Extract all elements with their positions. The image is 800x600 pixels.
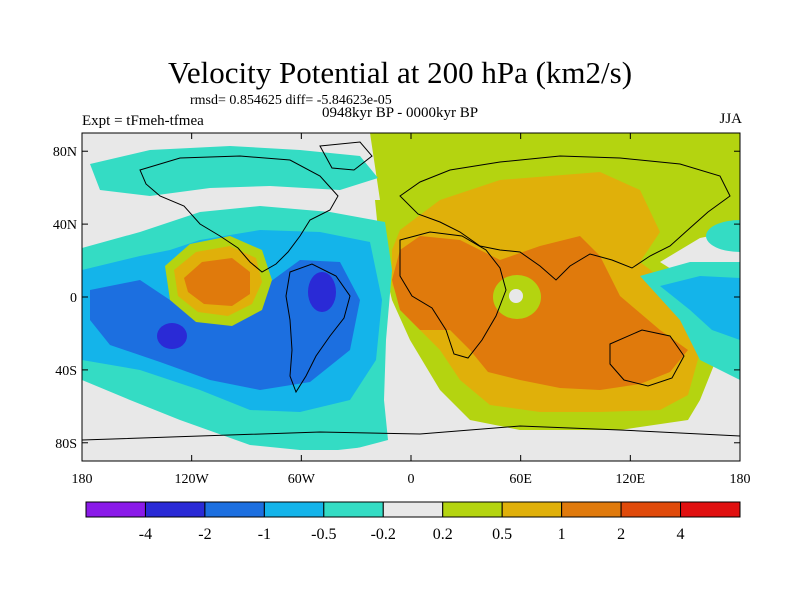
colorbar-label: -0.5 <box>311 526 336 543</box>
negative-blob-north-pacific <box>706 220 740 252</box>
lon-tick-label: 60E <box>509 472 532 487</box>
latitude-ticks: 80N 40N 0 40S 80S <box>53 145 740 452</box>
lon-tick-label: 180 <box>72 472 93 487</box>
colorbar-label: 4 <box>677 526 685 543</box>
zero-island-core <box>509 289 523 303</box>
colorbar-label: 0.5 <box>492 526 512 543</box>
coastlines <box>82 141 740 441</box>
coastline-africa <box>399 231 507 359</box>
rmsd-diff-stats: rmsd= 0.854625 diff= -5.84623e-05 <box>190 93 392 108</box>
longitude-ticks: 180 120W 60W 0 60E 120E 180 <box>72 133 751 487</box>
contour-field <box>82 133 740 461</box>
colorbar-swatch <box>85 501 146 518</box>
negative-core-south-america <box>308 272 336 312</box>
lat-tick-label: 80S <box>55 437 77 452</box>
lat-tick-label: 80N <box>53 145 77 160</box>
colorbar-label: -1 <box>258 526 271 543</box>
coastline-south-america <box>285 263 351 394</box>
positive-region-strong <box>392 236 688 390</box>
colorbar-swatch <box>442 501 503 518</box>
coastline-antarctica <box>82 425 740 441</box>
coastline-eurasia <box>399 155 731 281</box>
experiment-label: Expt = tFmeh-tfmea <box>82 113 204 129</box>
colorbar-swatch <box>263 501 325 518</box>
north-atlantic-negative-band <box>90 146 378 196</box>
colorbar-swatch <box>561 501 622 518</box>
negative-region-west-pacific-mid <box>660 276 740 340</box>
period-label: 0948kyr BP - 0000kyr BP <box>322 105 479 121</box>
lat-tick-label: 0 <box>70 291 77 306</box>
colorbar-swatch <box>680 501 741 518</box>
lon-tick-label: 120E <box>616 472 646 487</box>
colorbar-label: 2 <box>617 526 625 543</box>
lon-tick-label: 120W <box>175 472 210 487</box>
season-label: JJA <box>719 111 742 127</box>
negative-core-south-pacific <box>157 323 187 349</box>
colorbar-swatch <box>144 501 206 518</box>
coastline-north-america <box>139 155 339 273</box>
colorbar-swatch <box>620 501 682 518</box>
map-title: Velocity Potential at 200 hPa (km2/s) <box>167 55 633 90</box>
lat-tick-label: 40S <box>55 364 77 379</box>
lon-tick-label: 180 <box>730 472 751 487</box>
colorbar-label: 1 <box>558 526 566 543</box>
colorbar-swatch <box>323 501 384 518</box>
lon-tick-label: 60W <box>288 472 316 487</box>
colorbar-label: -0.2 <box>371 526 396 543</box>
colorbar-swatch <box>204 501 265 518</box>
positive-blob-east-pacific-strong <box>184 258 250 306</box>
colorbar-label: 0.2 <box>433 526 453 543</box>
lat-tick-label: 40N <box>53 218 77 233</box>
colorbar-label: -2 <box>198 526 211 543</box>
colorbar-label: -4 <box>139 526 152 543</box>
colorbar-swatch <box>382 501 444 518</box>
colorbar: -4 -2 -1 -0.5 -0.2 0.2 0.5 1 2 4 <box>85 501 741 543</box>
colorbar-swatch <box>501 501 563 518</box>
lon-tick-label: 0 <box>408 472 415 487</box>
antarctic-near-zero-band <box>82 400 392 461</box>
coastline-greenland <box>319 141 373 171</box>
coastline-australia <box>609 329 685 387</box>
